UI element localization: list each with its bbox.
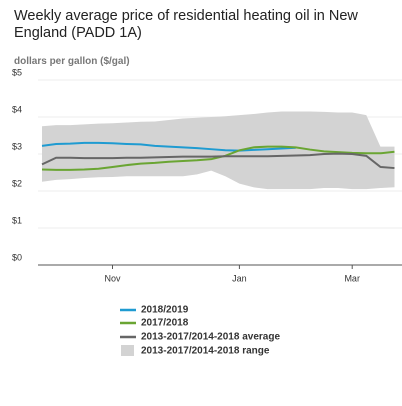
legend-label: 2018/2019 — [141, 305, 189, 316]
y-tick-label: $1 — [12, 215, 22, 225]
x-tick-label: Mar — [344, 273, 360, 283]
legend-label: 2013-2017/2014-2018 average — [141, 332, 280, 343]
y-tick-label: $4 — [12, 104, 22, 114]
x-tick-label: Nov — [104, 273, 121, 283]
line-series — [41, 145, 395, 171]
y-tick-label: $0 — [12, 252, 22, 262]
legend-swatch — [121, 345, 134, 356]
legend-label: 2017/2018 — [141, 318, 189, 329]
legend-label: 2013-2017/2014-2018 range — [141, 346, 270, 357]
y-axis-label: dollars per gallon ($/gal) — [14, 56, 130, 67]
y-tick-label: $3 — [12, 141, 22, 151]
line-series — [41, 141, 296, 152]
y-tick-label: $2 — [12, 178, 22, 188]
y-tick-label: $5 — [12, 67, 22, 77]
chart-title: Weekly average price of residential heat… — [14, 8, 358, 41]
line-series — [41, 152, 395, 170]
x-tick-label: Jan — [232, 273, 247, 283]
